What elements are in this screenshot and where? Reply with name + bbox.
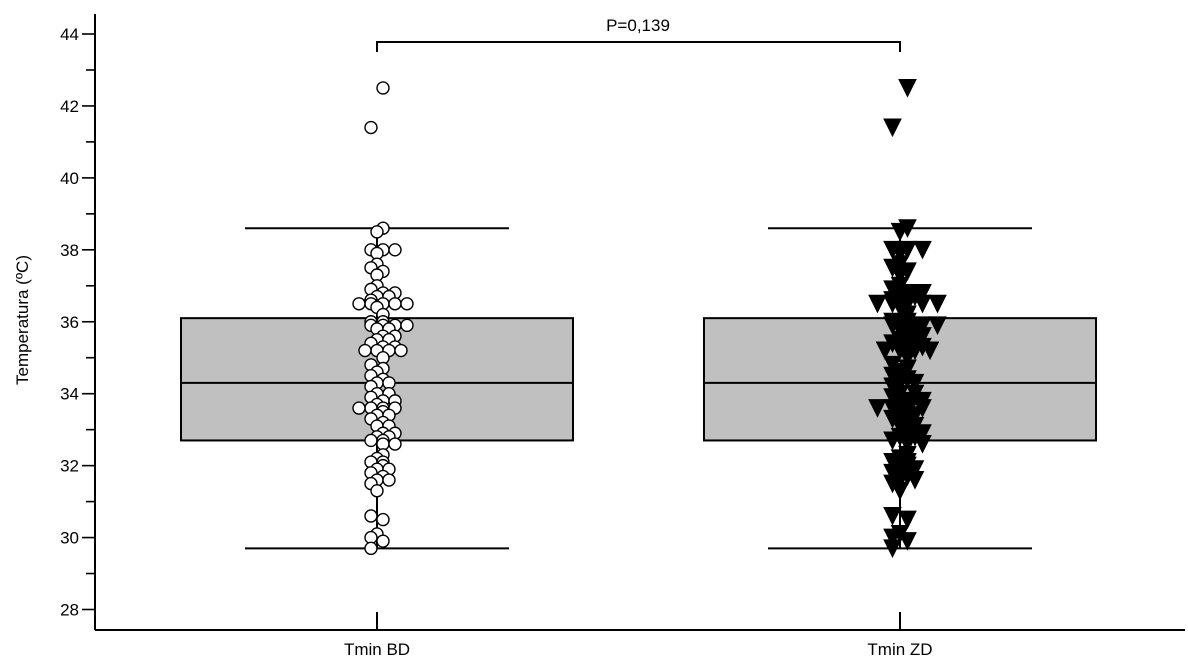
data-point-zd bbox=[913, 240, 932, 260]
y-tick-label: 36 bbox=[60, 313, 79, 332]
data-point-bd bbox=[376, 534, 390, 548]
data-point-zd bbox=[898, 435, 917, 454]
data-point-bd bbox=[382, 473, 396, 487]
y-tick-label: 38 bbox=[60, 241, 79, 260]
y-tick-label: 28 bbox=[60, 601, 79, 620]
y-axis-title: Temperatura (ºC) bbox=[13, 255, 32, 385]
y-tick-label: 30 bbox=[60, 529, 79, 548]
data-point-zd bbox=[883, 431, 902, 451]
data-point-zd bbox=[913, 435, 932, 454]
data-point-zd bbox=[928, 316, 947, 335]
p-value-label: P=0,139 bbox=[606, 16, 670, 35]
data-point-zd bbox=[928, 294, 947, 314]
data-point-zd bbox=[898, 532, 917, 551]
data-point-bd bbox=[388, 297, 402, 311]
data-point-zd bbox=[913, 294, 932, 314]
data-point-zd bbox=[883, 118, 902, 138]
data-point-zd bbox=[920, 341, 940, 361]
y-tick-label: 40 bbox=[60, 169, 79, 188]
data-point-bd bbox=[400, 318, 414, 333]
data-point-zd bbox=[883, 539, 902, 558]
data-point-bd bbox=[376, 512, 390, 527]
comparison-bracket bbox=[376, 41, 901, 52]
y-tick-label: 42 bbox=[60, 97, 79, 116]
data-point-zd bbox=[898, 78, 917, 98]
data-point-bd bbox=[364, 541, 378, 556]
data-point-bd bbox=[388, 243, 402, 257]
data-point-zd bbox=[905, 373, 925, 393]
data-point-zd bbox=[875, 341, 895, 361]
data-point-zd bbox=[898, 510, 917, 530]
x-category-label: Tmin ZD bbox=[867, 640, 932, 659]
x-category-label: Tmin BD bbox=[344, 640, 410, 659]
boxes-layer bbox=[180, 227, 1097, 550]
data-point-zd bbox=[883, 528, 902, 548]
data-point-zd bbox=[883, 506, 902, 526]
data-point-bd bbox=[376, 81, 390, 95]
y-tick-label: 32 bbox=[60, 457, 79, 476]
data-point-zd bbox=[905, 471, 925, 490]
data-point-zd bbox=[868, 294, 887, 314]
data-point-bd bbox=[388, 437, 402, 451]
data-point-zd bbox=[890, 222, 910, 242]
data-point-zd bbox=[890, 481, 910, 501]
data-point-zd bbox=[898, 348, 917, 368]
data-point-bd bbox=[370, 225, 384, 239]
data-point-zd bbox=[868, 399, 887, 418]
data-point-bd bbox=[352, 401, 366, 415]
data-point-bd bbox=[364, 433, 378, 448]
axes-layer: 28 30 32 34 36 38 40 42 44 Tmin BD Tmin ZD bbox=[60, 14, 1185, 659]
data-point-zd bbox=[890, 244, 910, 264]
data-point-bd bbox=[400, 297, 414, 311]
points-layer bbox=[352, 78, 947, 558]
data-point-bd bbox=[364, 120, 378, 135]
data-point-bd bbox=[352, 297, 366, 311]
y-tick-label: 44 bbox=[60, 25, 79, 44]
y-tick-label: 34 bbox=[60, 385, 79, 404]
data-point-bd bbox=[364, 509, 378, 523]
data-point-bd bbox=[370, 484, 384, 498]
data-point-zd bbox=[890, 265, 910, 285]
data-point-bd bbox=[358, 343, 372, 358]
data-point-bd bbox=[394, 343, 408, 358]
